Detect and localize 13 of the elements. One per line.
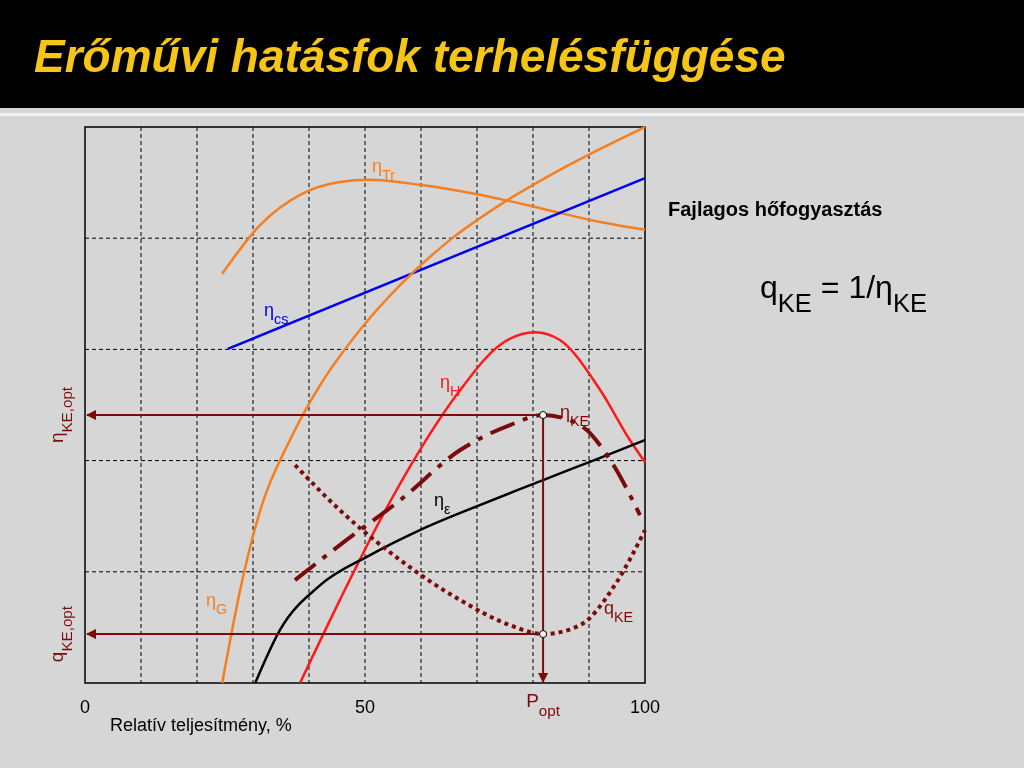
x-axis-title: Relatív teljesítmény, %	[110, 715, 292, 735]
series-label: η$_{Tr}$	[372, 156, 396, 183]
series-label: η$_{ε}$	[434, 490, 452, 517]
x-tick-label: 0	[79, 697, 91, 717]
x-tick-label: 50	[354, 697, 376, 717]
text: Fajlagos hőfogyasztás	[668, 198, 883, 220]
x-tick-label: 100	[629, 697, 661, 717]
chart-title: Erőművi hatásfok terhelésfüggése	[34, 30, 786, 82]
series-label: q$_{KE}$	[604, 598, 634, 625]
series-label: η$_{G}$	[206, 590, 228, 617]
ref-line-label: P$_{opt}$	[526, 690, 561, 719]
series-label: η$_{cs}$	[264, 300, 289, 327]
text: q$_{KE}$ = 1/η$_{KE}$	[760, 269, 928, 317]
